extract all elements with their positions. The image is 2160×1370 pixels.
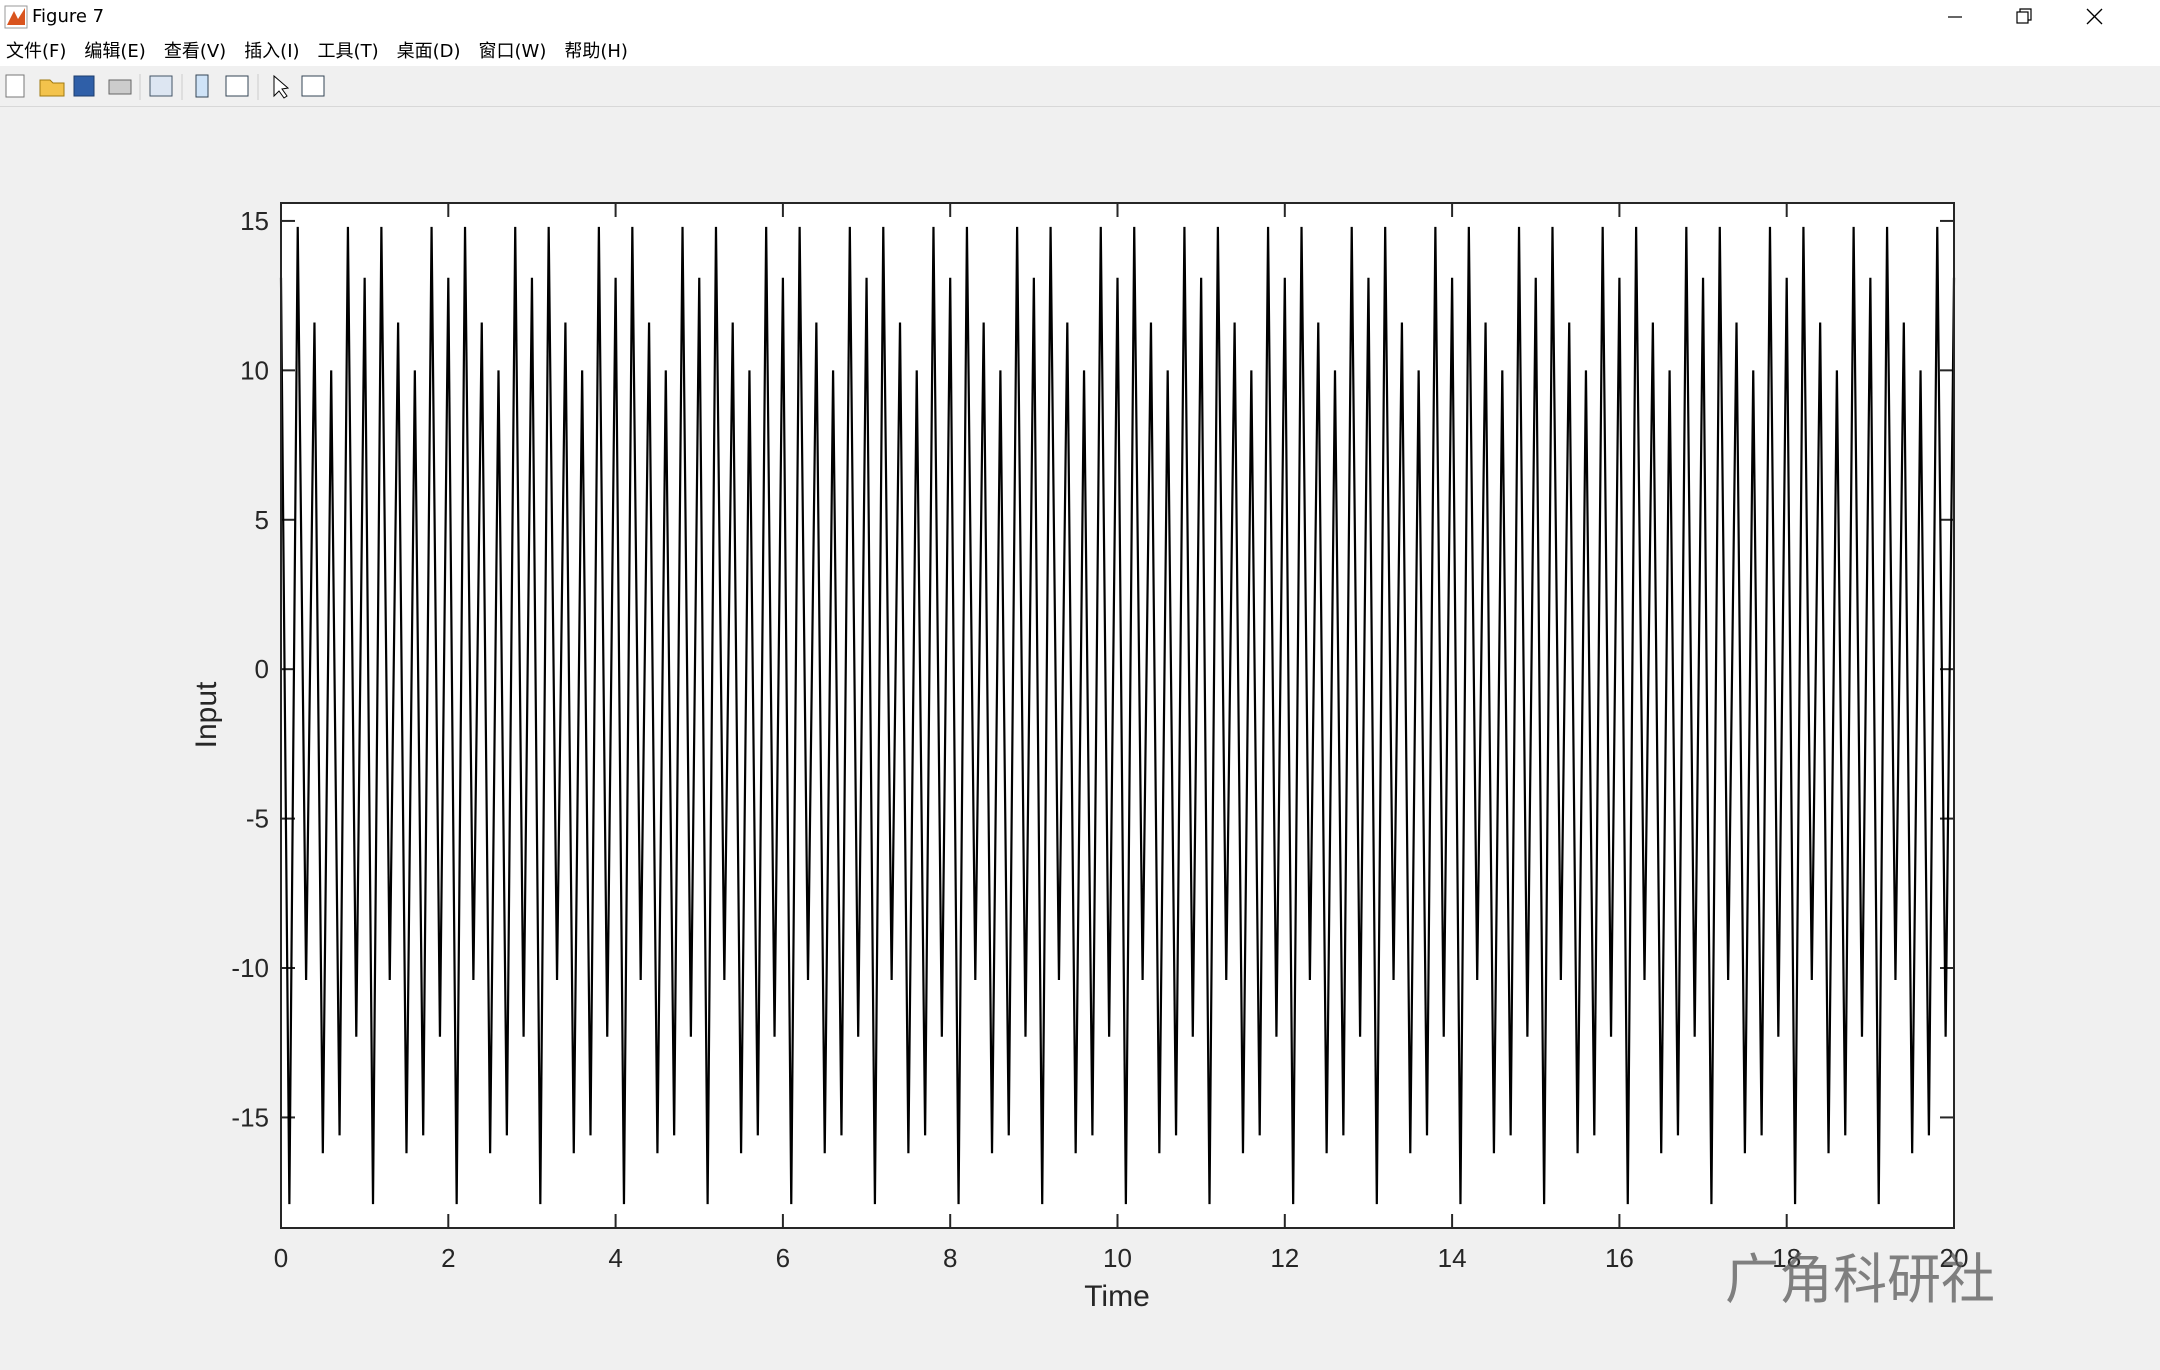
axes-box: [280, 202, 1955, 1229]
x-tick-label: 16: [1605, 1243, 1634, 1273]
data-line: [279, 226, 1956, 1205]
print-preview-button[interactable]: [149, 75, 173, 97]
title-bar: Figure 7: [0, 0, 2160, 34]
x-tick-label: 14: [1438, 1243, 1467, 1273]
save-button[interactable]: [73, 75, 95, 97]
y-tick-label: -10: [231, 953, 269, 983]
y-tick-label: 5: [255, 505, 269, 535]
close[interactable]: [2086, 8, 2103, 25]
menu-item[interactable]: 工具(T): [317, 41, 379, 62]
y-tick-label: 10: [240, 355, 269, 385]
window-title: Figure 7: [32, 6, 105, 27]
x-tick-label: 6: [776, 1243, 790, 1273]
x-tick-label: 2: [441, 1243, 455, 1273]
menu-item[interactable]: 桌面(D): [396, 41, 461, 62]
menu-item[interactable]: 插入(I): [244, 41, 300, 62]
x-tick-label: 0: [274, 1243, 288, 1273]
x-axis-label: Time: [1084, 1280, 1150, 1313]
x-tick-label: 12: [1270, 1243, 1299, 1273]
property-button[interactable]: [301, 75, 325, 97]
menu-item[interactable]: 查看(V): [163, 41, 227, 62]
x-tick-label: 20: [1940, 1243, 1969, 1273]
open-button[interactable]: [39, 79, 65, 97]
y-tick-label: -15: [231, 1102, 269, 1132]
select-button[interactable]: [273, 74, 290, 99]
toolbar-icons: [5, 74, 325, 100]
x-tick-label: 18: [1772, 1243, 1801, 1273]
print-button[interactable]: [108, 79, 132, 95]
toolbar: [0, 66, 2160, 107]
y-tick-label: 15: [240, 206, 269, 236]
window-controls: [1948, 8, 2103, 25]
y-tick-label: 0: [255, 654, 269, 684]
colorbar-button[interactable]: [195, 74, 209, 98]
restore[interactable]: [2016, 8, 2032, 24]
app-icon: [4, 5, 28, 29]
menu-item[interactable]: 编辑(E): [84, 41, 146, 62]
menu-item[interactable]: 帮助(H): [564, 41, 628, 62]
new-button[interactable]: [5, 74, 25, 98]
watermark: 广角科研社: [1725, 1248, 1995, 1311]
x-tick-label: 4: [608, 1243, 622, 1273]
figure: 0 2 4 6 8 10 12 14 16 18 20 -15 -10 -5 0 5 10 15 Time Inp…: [190, 202, 1969, 1313]
menu-bar: 文件(F) 编辑(E) 查看(V) 插入(I) 工具(T) 桌面(D) 窗口(W) 帮助(H): [0, 34, 2160, 66]
menu-item[interactable]: 文件(F): [6, 41, 67, 62]
x-tick-label: 8: [943, 1243, 957, 1273]
menu-item[interactable]: 窗口(W): [478, 41, 547, 62]
x-tick-label: 10: [1103, 1243, 1132, 1273]
legend-button[interactable]: [225, 75, 249, 97]
y-axis-label: Input: [190, 681, 223, 748]
y-tick-label: -5: [246, 804, 269, 834]
